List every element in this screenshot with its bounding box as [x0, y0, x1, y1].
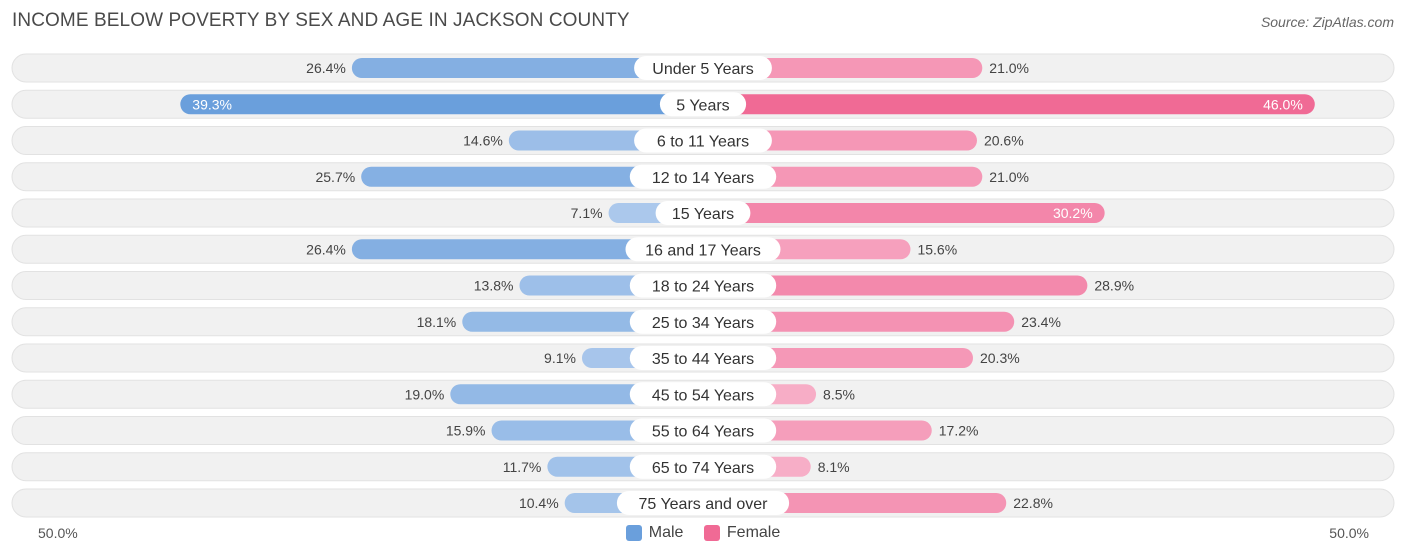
- female-value-label: 23.4%: [1021, 314, 1061, 330]
- female-value-label: 8.5%: [823, 386, 855, 402]
- male-value-label: 11.7%: [503, 459, 542, 475]
- male-value-label: 26.4%: [306, 60, 346, 76]
- male-value-label: 25.7%: [315, 169, 355, 185]
- male-swatch: [625, 525, 642, 541]
- category-pill: [629, 309, 777, 334]
- category-pill: [629, 382, 777, 407]
- male-value-label: 26.4%: [306, 241, 346, 257]
- category-label: 12 to 14 Years: [652, 170, 754, 187]
- male-value-label: 14.6%: [463, 133, 503, 149]
- female-bar: [703, 311, 1015, 332]
- female-value-label: 22.8%: [1013, 495, 1053, 511]
- bar-row: 15.9% 17.2% 55 to 64 Years: [11, 416, 1395, 445]
- male-value-label: 10.4%: [519, 495, 559, 511]
- legend: Male Female: [0, 524, 1406, 546]
- chart-title: INCOME BELOW POVERTY BY SEX AND AGE IN J…: [12, 10, 630, 31]
- category-pill: [629, 346, 777, 370]
- male-value-label: 39.3%: [192, 96, 232, 112]
- bar-row: 9.1% 20.3% 35 to 44 Years: [11, 343, 1395, 373]
- legend-label-female: Female: [726, 524, 781, 541]
- category-pill: [629, 454, 777, 479]
- bar-row: 18.1% 23.4% 25 to 34 Years: [11, 307, 1395, 337]
- legend-item-male: Male: [625, 524, 684, 542]
- bar-row: 26.4% 15.6% 16 and 17 Years: [11, 234, 1395, 264]
- female-value-label: 20.3%: [980, 350, 1020, 366]
- category-pill: [629, 418, 777, 443]
- male-value-label: 9.1%: [544, 350, 576, 366]
- female-bar: [703, 203, 1105, 223]
- category-label: 75 Years and over: [639, 496, 769, 513]
- category-pill: [655, 201, 751, 225]
- category-label: 65 to 74 Years: [652, 460, 754, 477]
- legend-label-male: Male: [648, 524, 684, 541]
- category-pill: [616, 491, 790, 515]
- bar-row: 7.1% 30.2% 15 Years: [11, 198, 1395, 228]
- category-pill: [629, 164, 777, 189]
- female-value-label: 21.0%: [989, 169, 1029, 185]
- female-value-label: 15.6%: [917, 241, 957, 257]
- male-bar: [180, 94, 703, 115]
- category-label: 25 to 34 Years: [652, 315, 754, 332]
- category-pill: [634, 56, 772, 80]
- category-label: 16 and 17 Years: [645, 242, 761, 259]
- female-value-label: 28.9%: [1094, 278, 1134, 294]
- category-label: 5 Years: [676, 97, 729, 114]
- diverging-bar-chart: 26.4% 21.0% Under 5 Years 39.3% 46.0% 5 Years…: [11, 53, 1395, 518]
- female-value-label: 8.1%: [818, 459, 850, 475]
- male-value-label: 7.1%: [571, 205, 603, 221]
- bar-row: 13.8% 28.9% 18 to 24 Years: [11, 271, 1395, 300]
- category-pill: [659, 92, 747, 117]
- axis-right-label: 50.0%: [1329, 525, 1369, 541]
- bar-row: 39.3% 46.0% 5 Years: [11, 89, 1395, 119]
- female-bar: [703, 58, 983, 78]
- male-value-label: 19.0%: [405, 386, 445, 402]
- male-value-label: 18.1%: [417, 314, 457, 330]
- category-label: 15 Years: [672, 206, 734, 223]
- female-bar: [703, 130, 977, 151]
- female-bar: [703, 275, 1088, 296]
- male-bar: [351, 239, 703, 260]
- category-pill: [634, 128, 772, 153]
- male-value-label: 13.8%: [474, 278, 514, 294]
- source-credit: Source: ZipAtlas.com: [1260, 14, 1394, 30]
- female-swatch: [703, 525, 720, 541]
- bar-row: 25.7% 21.0% 12 to 14 Years: [11, 162, 1395, 192]
- female-value-label: 30.2%: [1053, 205, 1093, 221]
- category-pill: [625, 237, 781, 262]
- category-label: 45 to 54 Years: [652, 387, 754, 404]
- category-label: 35 to 44 Years: [652, 351, 754, 368]
- bar-row: 11.7% 8.1% 65 to 74 Years: [11, 452, 1395, 482]
- category-pill: [629, 273, 777, 298]
- category-label: 55 to 64 Years: [652, 424, 754, 441]
- bar-row: 19.0% 8.5% 45 to 54 Years: [11, 379, 1395, 409]
- bar-row: 10.4% 22.8% 75 Years and over: [11, 488, 1395, 518]
- legend-item-female: Female: [703, 524, 781, 542]
- female-value-label: 46.0%: [1263, 96, 1303, 112]
- axis-left-label: 50.0%: [38, 525, 78, 541]
- female-bar: [703, 94, 1315, 115]
- category-label: 18 to 24 Years: [652, 279, 754, 296]
- bar-row: 26.4% 21.0% Under 5 Years: [11, 53, 1395, 83]
- male-bar: [351, 58, 703, 78]
- female-value-label: 17.2%: [939, 423, 979, 439]
- male-bar: [361, 166, 703, 187]
- male-value-label: 15.9%: [446, 423, 486, 439]
- bar-row: 14.6% 20.6% 6 to 11 Years: [11, 126, 1395, 155]
- female-value-label: 20.6%: [984, 133, 1024, 149]
- category-label: Under 5 Years: [652, 61, 753, 78]
- category-label: 6 to 11 Years: [657, 134, 749, 151]
- female-value-label: 21.0%: [989, 60, 1029, 76]
